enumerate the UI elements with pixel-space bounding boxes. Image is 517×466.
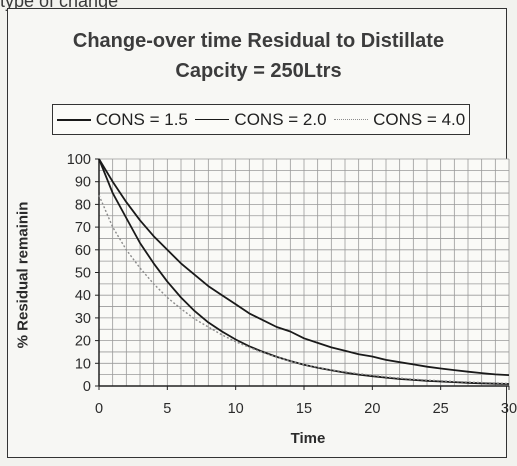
y-tick-label: 50	[75, 266, 91, 282]
x-tick-label: 5	[163, 401, 171, 417]
series-line-cons-1-5	[98, 158, 510, 376]
x-axis-label: Time	[290, 430, 326, 447]
legend-swatch-cons-2-0	[195, 119, 230, 120]
y-tick-label: 70	[75, 220, 91, 236]
legend-item-cons-4-0: CONS = 4.0	[334, 110, 465, 130]
y-tick-label: 100	[67, 152, 91, 168]
x-tick-label: 10	[228, 401, 244, 417]
legend-swatch-cons-1-5	[56, 118, 91, 121]
chart-title: Change-over time Residual to Distillate	[72, 30, 445, 52]
legend-item-cons-2-0: CONS = 2.0	[195, 109, 327, 130]
y-tick-label: 30	[75, 311, 91, 327]
chart-legend: CONS = 1.5 CONS = 2.0 CONS = 4.0	[52, 104, 470, 135]
y-tick-label: 60	[75, 243, 91, 259]
legend-label-cons-1-5: CONS = 1.5	[95, 109, 188, 129]
legend-item-cons-1-5: CONS = 1.5	[56, 109, 188, 130]
y-tick-label: 80	[75, 197, 91, 213]
legend-swatch-cons-4-0	[334, 119, 369, 120]
x-tick-label: 0	[95, 401, 103, 417]
y-tick-label: 10	[75, 356, 91, 372]
x-tick-label: 20	[364, 401, 380, 417]
legend-label-cons-4-0: CONS = 4.0	[373, 109, 466, 129]
legend-label-cons-2-0: CONS = 2.0	[234, 109, 327, 129]
series-line-cons-4-0	[98, 195, 510, 385]
chart-subtitle: Capcity = 250Ltrs	[175, 60, 342, 82]
x-tick-label: 25	[433, 401, 449, 417]
y-tick-label: 20	[75, 334, 91, 350]
cropped-caption-text: type of change	[0, 0, 119, 11]
y-tick-label: 0	[83, 379, 91, 395]
x-tick-label: 30	[501, 401, 517, 417]
y-tick-label: 90	[75, 175, 91, 191]
x-tick-label: 15	[296, 401, 312, 417]
y-tick-label: 40	[75, 288, 91, 304]
